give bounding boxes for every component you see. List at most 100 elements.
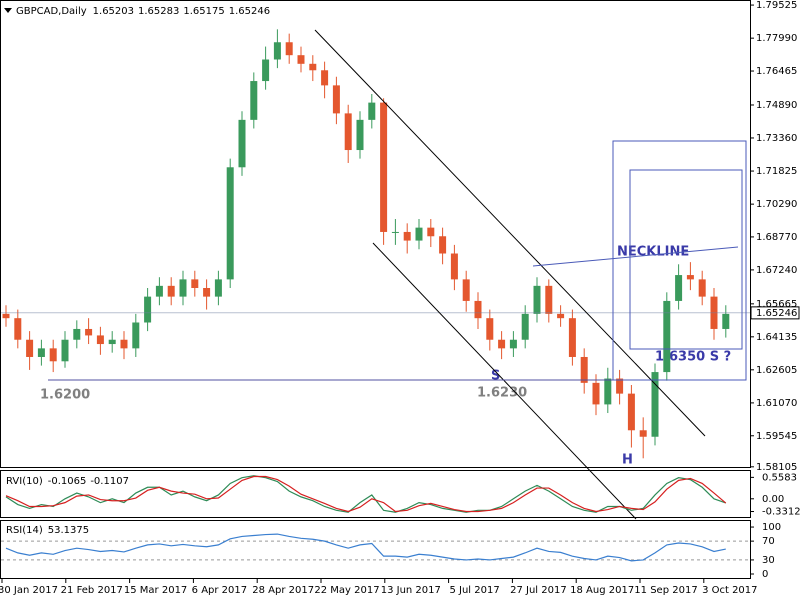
candle-body	[521, 313, 529, 340]
candle-body	[49, 348, 57, 362]
candle-body	[568, 318, 576, 357]
candle-body	[592, 382, 600, 405]
quote-value: 1.65283	[138, 6, 179, 17]
y-tick-label: 1.68770	[756, 232, 797, 243]
annotation: NECKLINE	[617, 245, 689, 260]
y-tick-label: 1.74890	[756, 100, 797, 111]
x-tick-label: 18 Aug 2017	[570, 585, 634, 596]
candle-body	[144, 296, 152, 323]
indicator-title: RSI(14)	[6, 525, 43, 536]
y-tick-label: 1.65665	[756, 299, 797, 310]
candle-body	[356, 119, 364, 151]
candle-body	[321, 70, 329, 86]
candle-body	[639, 430, 647, 437]
candle-body	[439, 236, 447, 254]
x-tick-label: 3 Oct 2017	[702, 585, 757, 596]
indicator-value: 53.1375	[48, 525, 89, 536]
candle-body	[533, 285, 541, 314]
candle-body	[85, 328, 93, 336]
candle-body	[557, 313, 565, 319]
y-tick-label: 1.77990	[756, 33, 797, 44]
quote-value: 1.65175	[183, 6, 224, 17]
quote-value: 1.65203	[93, 6, 134, 17]
candle-body	[663, 300, 671, 373]
candle-body	[415, 227, 423, 241]
indicator-line	[5, 533, 726, 562]
channel-line	[372, 242, 637, 520]
candle-body	[273, 42, 281, 60]
x-tick-label: 13 Jun 2017	[381, 585, 441, 596]
rsi-panel	[0, 520, 751, 579]
panel-arrow	[4, 8, 12, 13]
annotation: 1.6350 S ?	[655, 350, 731, 365]
candle-body	[403, 231, 411, 241]
target-box	[612, 140, 747, 381]
y-tick-label: 0.00	[762, 494, 784, 505]
candle-body	[686, 275, 694, 280]
candle-body	[37, 348, 45, 357]
candle-body	[380, 102, 388, 232]
quote-value: 1.65246	[229, 6, 270, 17]
last-price-label: 1.65246	[756, 308, 797, 319]
candle-body	[96, 335, 104, 345]
indicator-value: -0.1065	[48, 476, 87, 487]
channel-line	[314, 29, 706, 437]
indicator-value: -0.1107	[90, 476, 129, 487]
candle-body	[498, 339, 506, 349]
candle-body	[26, 339, 34, 357]
indicator-title: RVI(10)	[6, 476, 43, 487]
candle-body	[722, 313, 730, 329]
indicator-line	[5, 475, 727, 513]
y-tick-label: 1.79525	[756, 0, 797, 11]
candle-body	[2, 313, 10, 319]
candle-body	[155, 285, 163, 297]
y-tick-label: 70	[762, 536, 775, 547]
y-tick-label: 1.61070	[756, 398, 797, 409]
candle-body	[604, 378, 612, 405]
x-tick-label: 22 May 2017	[314, 585, 379, 596]
drawings	[48, 29, 747, 520]
candle-body	[462, 279, 470, 301]
target-box	[629, 169, 743, 350]
candle-body	[226, 167, 234, 280]
neckline	[532, 246, 739, 267]
annotation: 1.6200	[40, 388, 90, 403]
y-tick-label: 1.71825	[756, 166, 797, 177]
annotation: 1.6230	[477, 386, 527, 401]
y-tick-label: 0.5583	[762, 472, 797, 483]
candle-body	[167, 285, 175, 297]
symbol: GBPCAD,Daily	[16, 6, 87, 17]
candle-body	[391, 231, 399, 233]
x-tick-label: 28 Apr 2017	[252, 585, 314, 596]
candle-body	[73, 328, 81, 340]
y-tick-label: -0.3312	[762, 507, 800, 518]
candle-body	[509, 339, 517, 349]
candle-body	[698, 279, 706, 297]
y-tick-label: 0	[762, 569, 768, 580]
candle-body	[203, 288, 211, 297]
candle-body	[238, 119, 246, 168]
candle-body	[427, 227, 435, 237]
rvi-panel	[0, 470, 751, 518]
x-tick-label: 11 Sep 2017	[634, 585, 697, 596]
candle-body	[486, 318, 494, 340]
y-tick-label: 1.73360	[756, 133, 797, 144]
candle-body	[108, 339, 116, 345]
x-tick-label: 21 Feb 2017	[61, 585, 123, 596]
y-tick-label: 30	[762, 555, 775, 566]
x-tick-label: 5 Jul 2017	[449, 585, 499, 596]
candle-body	[132, 322, 140, 349]
candle-body	[250, 81, 258, 120]
candle-body	[474, 300, 482, 319]
candle-body	[309, 63, 317, 71]
candle-body	[14, 318, 22, 340]
candle-body	[344, 113, 352, 151]
candle-body	[179, 279, 187, 297]
candle-body	[120, 339, 128, 349]
candle-body	[262, 59, 270, 82]
annotation: H	[622, 453, 633, 468]
y-tick-label: 1.62605	[756, 365, 797, 376]
candle-body	[214, 279, 222, 297]
indicator-line	[5, 475, 726, 513]
